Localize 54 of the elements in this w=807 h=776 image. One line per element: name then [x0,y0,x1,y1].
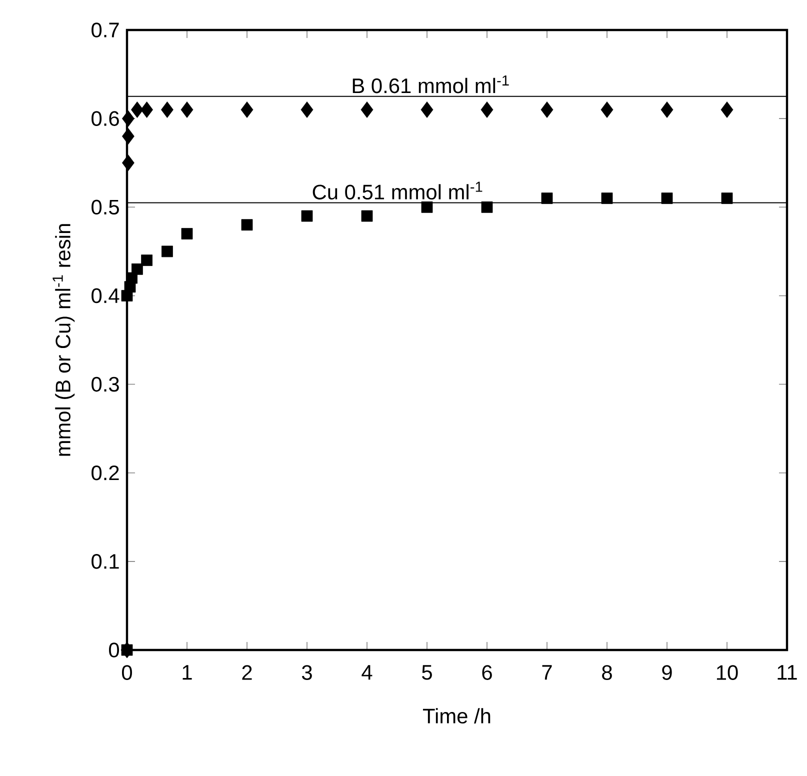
point [122,128,134,144]
point [161,102,174,118]
point [162,246,173,258]
point [131,102,144,118]
point [660,102,674,118]
point [141,254,152,266]
x-tick-label: 0 [122,665,132,680]
point [241,219,253,231]
y-tick-label: 0 [109,642,120,658]
x-axis-title: Time /h [422,708,490,724]
point [480,102,494,118]
point [541,192,553,204]
point [240,102,254,118]
x-tick-label: 3 [302,665,312,680]
point [122,154,134,172]
y-axis-title: mmol (B or Cu) ml$^{-1}$ resin [52,224,75,456]
point [720,102,734,118]
y-tick-label: 0.5 [92,200,119,215]
x-tick-label: 8 [602,665,612,680]
point [300,102,314,118]
point [301,210,313,222]
point [180,102,194,118]
point [661,192,673,204]
point [121,644,133,656]
point [421,201,433,213]
x-tick-label: 9 [662,665,672,680]
point [361,210,373,222]
ref-line-label: Cu 0.51 mmol ml$^{-1}$ [312,182,482,200]
x-tick-label: 7 [542,665,552,680]
y-tick-label: 0.6 [92,111,119,126]
y-tick-label: 0.3 [92,376,119,392]
point [140,102,153,118]
y-tick-label: 0.4 [92,288,120,304]
x-tick-label: 1 [182,665,192,680]
point [601,192,613,204]
point [360,102,374,118]
point [420,102,434,118]
point [181,228,193,240]
x-tick-label: 5 [422,665,432,680]
x-tick-label: 2 [242,665,252,680]
y-tick-label: 0.7 [92,22,119,38]
point [600,102,614,118]
point [481,201,493,213]
ref-line-label: B 0.61 mmol ml$^{-1}$ [352,75,509,94]
x-tick-label: 10 [716,665,738,680]
point [540,102,554,118]
y-tick-label: 0.1 [92,554,119,569]
y-tick-label: 0.2 [92,465,119,480]
point [721,192,733,204]
x-tick-label: 4 [362,665,372,680]
x-tick-label: 11 [778,665,797,680]
x-tick-label: 6 [482,665,492,680]
point [122,110,134,127]
point [132,263,143,275]
